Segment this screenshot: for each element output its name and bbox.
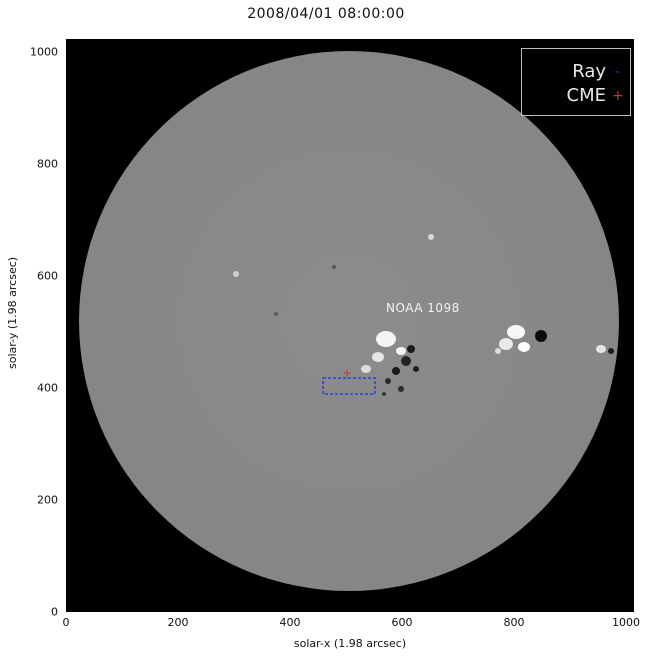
- x-axis: 0 200 400 600 800 1000 solar-x (1.98 arc…: [62, 612, 641, 657]
- xtick-label: 400: [279, 616, 301, 629]
- xtick-label: 600: [391, 616, 413, 629]
- ytick-label: 0: [51, 605, 58, 619]
- ytick-label: 600: [37, 269, 58, 283]
- region-box: [322, 377, 376, 395]
- cme-marker: +: [342, 366, 352, 380]
- legend-marker-ray: -: [614, 63, 620, 80]
- y-axis-label: solar-y (1.98 arcsec): [6, 256, 19, 369]
- active-region-label: NOAA 1098: [386, 301, 460, 315]
- xtick-label: 800: [503, 616, 525, 629]
- solar-magnetogram-image: + NOAA 1098 Ray - CME +: [66, 39, 634, 612]
- ytick-label: 1000: [30, 45, 58, 59]
- solar-disk: [79, 51, 619, 591]
- ytick-label: 400: [37, 381, 58, 395]
- xtick-label: 0: [62, 616, 70, 629]
- sunspot-group-limb: [596, 345, 614, 354]
- magnetic-feature: [428, 234, 434, 240]
- xtick-label: 200: [167, 616, 189, 629]
- legend-item-ray: Ray -: [572, 61, 622, 82]
- ytick-label: 200: [37, 493, 58, 507]
- legend-marker-cme: +: [612, 87, 624, 104]
- magnetic-feature: [274, 312, 278, 316]
- legend-item-cme: CME +: [566, 85, 624, 106]
- legend-label-ray: Ray: [572, 61, 606, 82]
- sunspot-group-east: [495, 325, 547, 354]
- legend: Ray - CME +: [521, 48, 631, 116]
- magnetic-feature: [233, 271, 239, 277]
- image-title: 2008/04/01 08:00:00: [247, 6, 405, 22]
- y-axis: 0 200 400 600 800 1000 solar-y (1.98 arc…: [0, 39, 66, 619]
- x-axis-label: solar-x (1.98 arcsec): [293, 637, 407, 650]
- xtick-label: 1000: [612, 616, 640, 629]
- active-region-overlay: +: [233, 234, 614, 396]
- magnetic-feature: [332, 265, 336, 269]
- sunspot-group-central: [361, 331, 419, 396]
- legend-label-cme: CME: [566, 85, 606, 106]
- ytick-label: 800: [37, 157, 58, 171]
